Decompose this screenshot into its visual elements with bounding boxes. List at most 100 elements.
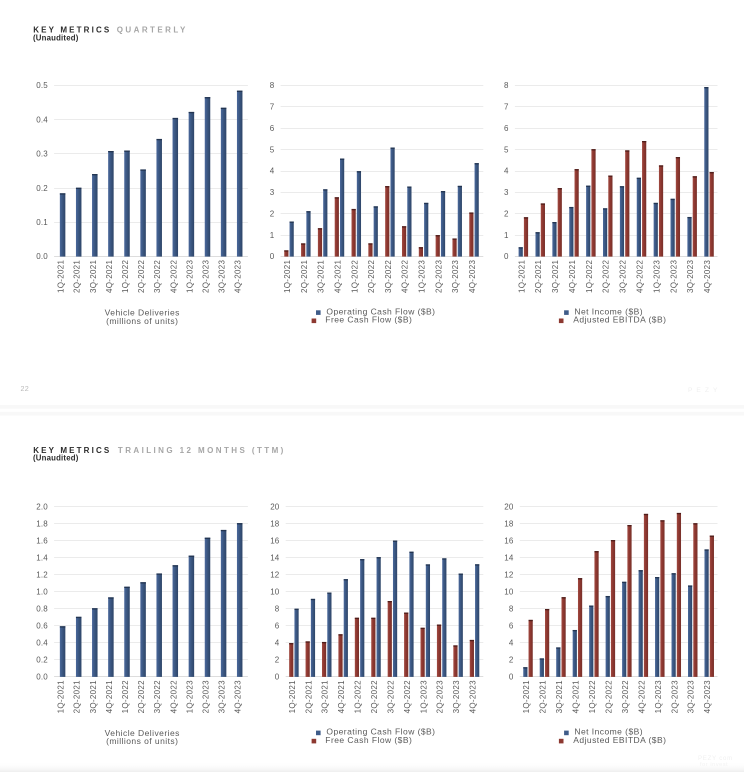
- svg-text:0: 0: [504, 252, 509, 261]
- svg-text:6: 6: [270, 124, 275, 133]
- svg-text:P E Z Y: P E Z Y: [688, 387, 719, 394]
- svg-text:Vehicle Deliveries: Vehicle Deliveries: [105, 308, 180, 318]
- svg-text:1Q-2021: 1Q-2021: [522, 680, 531, 713]
- svg-text:4: 4: [504, 167, 509, 176]
- svg-text:4Q-2023: 4Q-2023: [703, 680, 712, 713]
- svg-text:0.1: 0.1: [36, 218, 48, 227]
- svg-text:3: 3: [270, 188, 275, 197]
- svg-text:18: 18: [270, 520, 280, 529]
- svg-text:1Q-2023: 1Q-2023: [419, 680, 428, 713]
- svg-text:0.8: 0.8: [36, 605, 48, 614]
- svg-text:1Q-2022: 1Q-2022: [585, 260, 594, 293]
- svg-text:1Q-2021: 1Q-2021: [288, 680, 297, 713]
- svg-text:2Q-2021: 2Q-2021: [304, 680, 313, 713]
- svg-text:2Q-2023: 2Q-2023: [202, 680, 211, 713]
- svg-text:1Q-2022: 1Q-2022: [121, 680, 130, 713]
- svg-text:2Q-2022: 2Q-2022: [370, 680, 379, 713]
- svg-text:20: 20: [270, 503, 280, 512]
- svg-text:0.0: 0.0: [36, 252, 48, 261]
- svg-text:Operating Cash Flow ($B): Operating Cash Flow ($B): [326, 306, 435, 316]
- svg-text:4Q-2023: 4Q-2023: [469, 680, 478, 713]
- svg-text:2.0: 2.0: [36, 503, 48, 512]
- svg-text:1.6: 1.6: [36, 537, 48, 546]
- svg-text:6: 6: [504, 124, 509, 133]
- svg-text:8: 8: [504, 81, 509, 90]
- svg-text:3Q-2023: 3Q-2023: [218, 260, 227, 293]
- svg-text:0: 0: [275, 673, 280, 682]
- svg-text:1: 1: [504, 231, 509, 240]
- svg-text:3Q-2021: 3Q-2021: [321, 680, 330, 713]
- svg-text:0.2: 0.2: [36, 656, 48, 665]
- svg-text:(Unaudited): (Unaudited): [33, 454, 79, 463]
- svg-text:6: 6: [509, 622, 514, 631]
- svg-text:0.4: 0.4: [36, 639, 48, 648]
- svg-text:2Q-2023: 2Q-2023: [202, 260, 211, 293]
- svg-text:0.0: 0.0: [36, 673, 48, 682]
- svg-text:4: 4: [270, 167, 275, 176]
- svg-text:1Q-2022: 1Q-2022: [354, 680, 363, 713]
- svg-text:Adjusted EBITDA ($B): Adjusted EBITDA ($B): [573, 315, 666, 325]
- svg-text:Vehicle Deliveries: Vehicle Deliveries: [105, 728, 180, 738]
- svg-text:TRAILING 12 MONTHS (TTM): TRAILING 12 MONTHS (TTM): [118, 446, 286, 455]
- svg-text:1.4: 1.4: [36, 554, 48, 563]
- svg-text:5: 5: [504, 145, 509, 154]
- svg-text:1.2: 1.2: [36, 571, 48, 580]
- svg-text:1.0: 1.0: [36, 588, 48, 597]
- svg-text:2Q-2023: 2Q-2023: [669, 260, 678, 293]
- svg-text:3Q-2021: 3Q-2021: [317, 260, 326, 293]
- svg-text:1Q-2022: 1Q-2022: [588, 680, 597, 713]
- svg-text:2Q-2022: 2Q-2022: [137, 680, 146, 713]
- svg-text:4Q-2021: 4Q-2021: [337, 680, 346, 713]
- svg-text:4Q-2022: 4Q-2022: [401, 260, 410, 293]
- svg-text:KEY METRICS: KEY METRICS: [33, 26, 111, 35]
- svg-text:(millions of units): (millions of units): [106, 316, 178, 326]
- svg-text:QUARTERLY: QUARTERLY: [117, 26, 188, 35]
- svg-text:2Q-2021: 2Q-2021: [300, 260, 309, 293]
- svg-text:7: 7: [504, 102, 509, 111]
- svg-text:16: 16: [270, 537, 280, 546]
- svg-text:2Q-2022: 2Q-2022: [137, 260, 146, 293]
- svg-text:KEY METRICS: KEY METRICS: [33, 446, 111, 455]
- svg-text:2Q-2021: 2Q-2021: [73, 260, 82, 293]
- svg-text:3Q-2021: 3Q-2021: [555, 680, 564, 713]
- svg-text:10: 10: [270, 588, 280, 597]
- svg-text:3Q-2023: 3Q-2023: [451, 260, 460, 293]
- svg-text:4: 4: [509, 639, 514, 648]
- svg-text:3Q-2023: 3Q-2023: [686, 260, 695, 293]
- svg-text:3Q-2022: 3Q-2022: [153, 680, 162, 713]
- svg-text:4Q-2023: 4Q-2023: [703, 260, 712, 293]
- svg-text:4Q-2023: 4Q-2023: [234, 680, 243, 713]
- svg-text:0.4: 0.4: [36, 115, 48, 124]
- svg-text:3Q-2022: 3Q-2022: [621, 680, 630, 713]
- svg-text:8: 8: [275, 605, 280, 614]
- svg-text:0: 0: [509, 673, 514, 682]
- svg-text:4Q-2022: 4Q-2022: [169, 260, 178, 293]
- svg-text:2: 2: [509, 656, 514, 665]
- svg-text:1Q-2023: 1Q-2023: [654, 680, 663, 713]
- svg-text:16: 16: [504, 537, 514, 546]
- svg-text:0.2: 0.2: [36, 184, 48, 193]
- svg-text:14: 14: [270, 554, 280, 563]
- svg-text:1Q-2022: 1Q-2022: [121, 260, 130, 293]
- svg-text:Free Cash Flow ($B): Free Cash Flow ($B): [325, 315, 412, 325]
- svg-text:4Q-2022: 4Q-2022: [636, 260, 645, 293]
- svg-text:PEZY com: PEZY com: [698, 756, 733, 762]
- svg-text:4Q-2022: 4Q-2022: [169, 680, 178, 713]
- svg-text:1Q-2023: 1Q-2023: [418, 260, 427, 293]
- svg-text:1Q-2021: 1Q-2021: [283, 260, 292, 293]
- svg-text:3Q-2021: 3Q-2021: [551, 260, 560, 293]
- svg-text:2: 2: [270, 209, 275, 218]
- svg-text:1Q-2021: 1Q-2021: [517, 260, 526, 293]
- svg-text:8: 8: [270, 81, 275, 90]
- svg-text:4Q-2023: 4Q-2023: [234, 260, 243, 293]
- svg-text:1Q-2023: 1Q-2023: [185, 260, 194, 293]
- svg-text:2Q-2022: 2Q-2022: [604, 680, 613, 713]
- svg-text:3Q-2023: 3Q-2023: [218, 680, 227, 713]
- svg-text:1.8: 1.8: [36, 520, 48, 529]
- svg-text:18: 18: [504, 520, 514, 529]
- svg-text:2Q-2023: 2Q-2023: [670, 680, 679, 713]
- svg-text:4Q-2021: 4Q-2021: [333, 260, 342, 293]
- svg-text:0.6: 0.6: [36, 622, 48, 631]
- svg-text:2: 2: [275, 656, 280, 665]
- svg-text:3Q-2022: 3Q-2022: [386, 680, 395, 713]
